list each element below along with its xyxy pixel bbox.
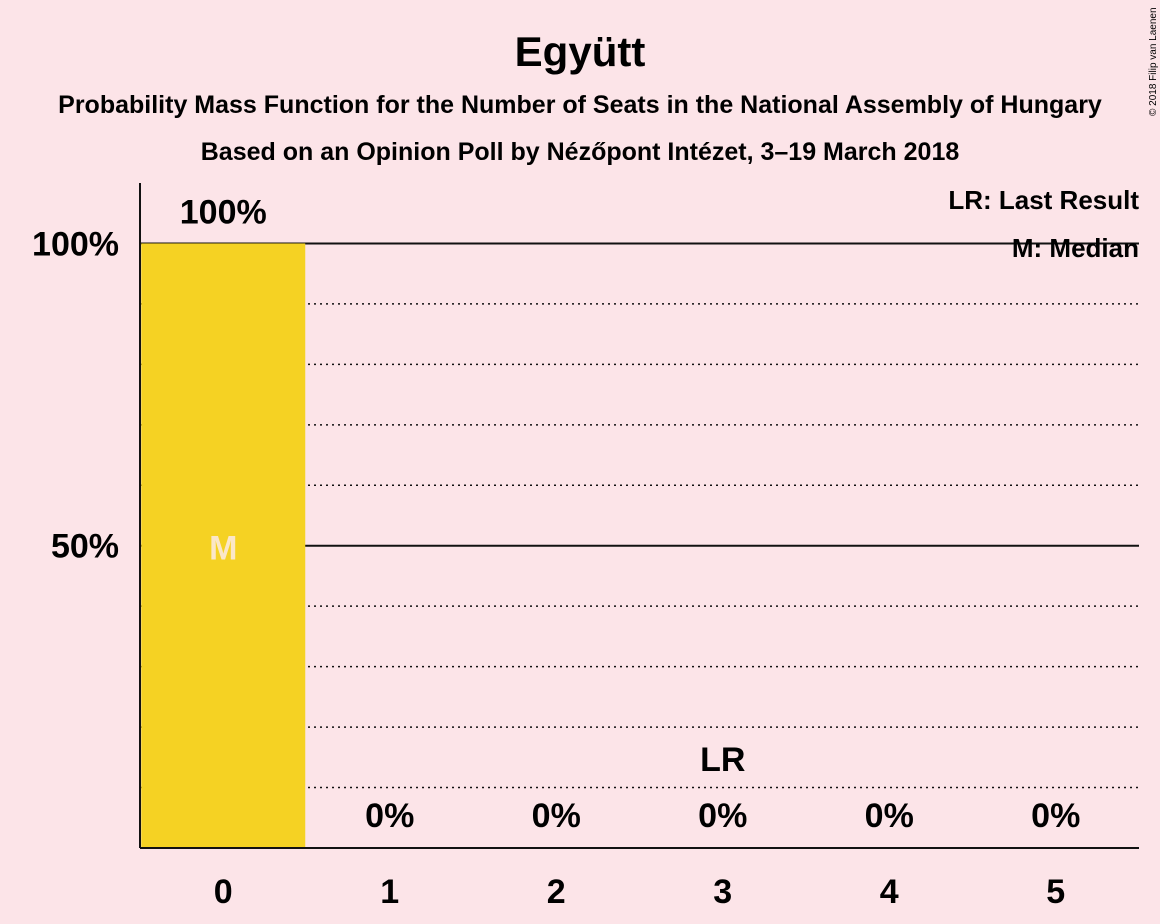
x-tick-label: 4 xyxy=(880,873,899,911)
bars xyxy=(141,243,306,849)
data-label: 0% xyxy=(1031,797,1080,835)
y-tick-label: 100% xyxy=(32,225,119,263)
x-tick-label: 0 xyxy=(214,873,233,911)
data-label: 0% xyxy=(698,797,747,835)
y-tick-label: 50% xyxy=(51,528,119,566)
x-tick-label: 3 xyxy=(713,873,732,911)
data-label: 0% xyxy=(532,797,581,835)
x-tick-label: 5 xyxy=(1046,873,1065,911)
legend-median: M: Median xyxy=(1012,233,1139,263)
data-label: 0% xyxy=(865,797,914,835)
legend-last-result: LR: Last Result xyxy=(948,185,1139,215)
bar xyxy=(141,243,306,849)
chart-title: Együtt xyxy=(515,28,646,75)
gridlines xyxy=(140,242,1139,789)
x-tick-label: 2 xyxy=(547,873,566,911)
last-result-marker: LR xyxy=(700,741,745,779)
axes: 50% 100% 0 1 2 3 4 5 xyxy=(32,183,1139,911)
data-label: 100% xyxy=(180,193,267,231)
data-label: 0% xyxy=(365,797,414,835)
data-labels: 100% M 0% 0% 0% LR 0% 0% xyxy=(180,193,1081,835)
copyright-notice: © 2018 Filip van Laenen xyxy=(1148,7,1159,116)
median-marker: M xyxy=(209,530,237,568)
x-tick-label: 1 xyxy=(380,873,399,911)
chart-subtitle-line1: Probability Mass Function for the Number… xyxy=(58,91,1102,119)
chart-subtitle-line2: Based on an Opinion Poll by Nézőpont Int… xyxy=(201,138,960,166)
